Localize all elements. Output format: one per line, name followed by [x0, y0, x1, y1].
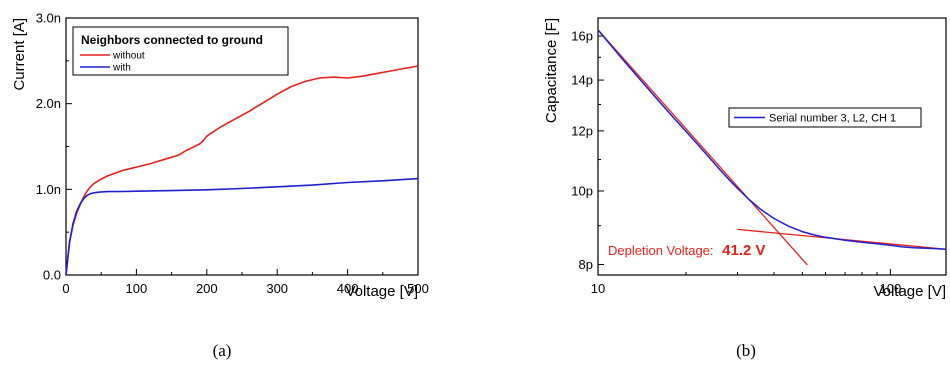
chart-b-y-axis-label: Capacitance [F]: [543, 18, 560, 123]
chart-a-legend-title: Neighbors connected to ground: [81, 33, 263, 47]
chart-b-y-tick-label: 8p: [579, 257, 593, 272]
chart-a-y-tick-label: 3.0n: [36, 11, 61, 26]
chart-a-y-tick-label: 2.0n: [36, 96, 61, 111]
chart-b-legend-label: Serial number 3, L2, CH 1: [769, 113, 896, 125]
chart-a-x-ticks: 0 100 200 300 400 500: [62, 269, 429, 296]
caption-a: (a): [213, 341, 232, 360]
chart-b-y-tick-label: 12p: [571, 123, 593, 138]
chart-b-x-tick-label: 10: [591, 281, 605, 296]
chart-a-series-line-with: [65, 177, 419, 276]
chart-b-fit-line-1: [597, 29, 808, 266]
chart-b-y-tick-label: 10p: [571, 183, 593, 198]
chart-b-frame: [597, 17, 947, 276]
chart-a-x-tick-label: 100: [126, 281, 148, 296]
chart-a-legend-label-without: without: [112, 51, 145, 62]
chart-a-series-line-without: [65, 65, 419, 276]
chart-a-y-tick-label: 1.0n: [36, 182, 61, 197]
chart-a-y-axis-label: Current [A]: [11, 18, 28, 91]
chart-b-y-ticks: 8p 10p 12p 14p 16p: [571, 29, 604, 272]
chart-a-legend-label-with: with: [112, 63, 131, 74]
chart-a-series: [65, 65, 419, 276]
chart-a-y-ticks: 0.0 1.0n 2.0n 3.0n: [36, 11, 72, 283]
chart-b-y-tick-label: 14p: [571, 73, 593, 88]
caption-b: (b): [736, 341, 756, 360]
chart-b-x-axis-label: Voltage [V]: [873, 283, 946, 300]
chart-a-x-tick-label: 300: [266, 281, 288, 296]
chart-b-depletion-label: Depletion Voltage:: [608, 243, 714, 258]
chart-a-x-axis-label: Voltage [V]: [345, 283, 418, 300]
chart-b-x-tick-label: 100: [880, 281, 902, 296]
chart-a-y-tick-label: 0.0: [43, 268, 61, 283]
chart-b-depletion-annotation: Depletion Voltage: 41.2 V: [608, 242, 766, 259]
chart-a-x-tick-label: 400: [337, 281, 359, 296]
chart-b-series-line: [597, 29, 947, 250]
chart-b-legend-box: [728, 107, 922, 128]
chart-b: 10 100 8p 10p 12p 14p 16p Voltage [V] Capacit…: [543, 17, 947, 360]
chart-a-x-tick-label: 200: [196, 281, 218, 296]
chart-b-series: [597, 29, 947, 266]
chart-a-x-tick-label: 0: [62, 281, 69, 296]
chart-b-x-ticks: 10 100: [591, 269, 901, 296]
chart-a-legend: Neighbors connected to ground without wi…: [72, 26, 289, 76]
chart-b-depletion-value: 41.2 V: [722, 242, 765, 259]
chart-a-x-tick-label: 500: [407, 281, 429, 296]
chart-b-legend: Serial number 3, L2, CH 1: [728, 107, 922, 128]
chart-a: 0 100 200 300 400 500 0.0 1.0n 2.0n 3.0n Voltage…: [11, 11, 429, 361]
chart-b-y-tick-label: 16p: [571, 29, 593, 44]
